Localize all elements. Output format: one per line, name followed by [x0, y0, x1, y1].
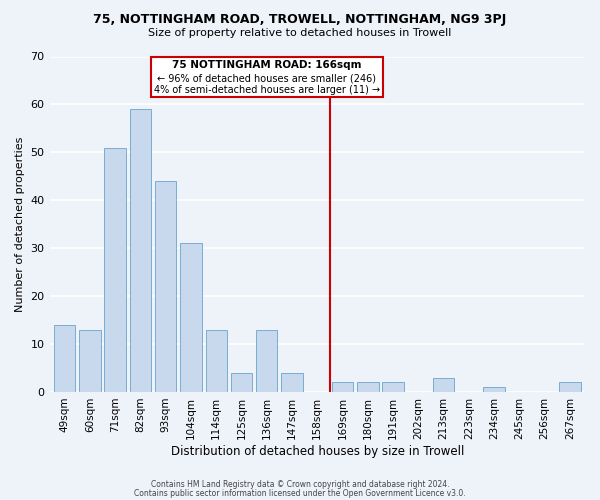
Text: 75 NOTTINGHAM ROAD: 166sqm: 75 NOTTINGHAM ROAD: 166sqm: [172, 60, 362, 70]
Bar: [433, 378, 454, 392]
Bar: [130, 109, 151, 392]
Text: Contains HM Land Registry data © Crown copyright and database right 2024.: Contains HM Land Registry data © Crown c…: [151, 480, 449, 489]
Text: Size of property relative to detached houses in Trowell: Size of property relative to detached ho…: [148, 28, 452, 38]
Bar: [155, 181, 176, 392]
Bar: [54, 325, 76, 392]
Bar: [382, 382, 404, 392]
Bar: [206, 330, 227, 392]
Text: 75, NOTTINGHAM ROAD, TROWELL, NOTTINGHAM, NG9 3PJ: 75, NOTTINGHAM ROAD, TROWELL, NOTTINGHAM…: [94, 12, 506, 26]
Bar: [256, 330, 277, 392]
Bar: [104, 148, 126, 392]
Bar: [332, 382, 353, 392]
X-axis label: Distribution of detached houses by size in Trowell: Distribution of detached houses by size …: [170, 444, 464, 458]
Text: 4% of semi-detached houses are larger (11) →: 4% of semi-detached houses are larger (1…: [154, 85, 380, 95]
Bar: [484, 387, 505, 392]
Text: ← 96% of detached houses are smaller (246): ← 96% of detached houses are smaller (24…: [157, 73, 376, 83]
Bar: [281, 373, 303, 392]
Bar: [231, 373, 252, 392]
Bar: [79, 330, 101, 392]
FancyBboxPatch shape: [151, 56, 383, 97]
Y-axis label: Number of detached properties: Number of detached properties: [15, 136, 25, 312]
Bar: [180, 244, 202, 392]
Bar: [357, 382, 379, 392]
Bar: [559, 382, 581, 392]
Text: Contains public sector information licensed under the Open Government Licence v3: Contains public sector information licen…: [134, 488, 466, 498]
